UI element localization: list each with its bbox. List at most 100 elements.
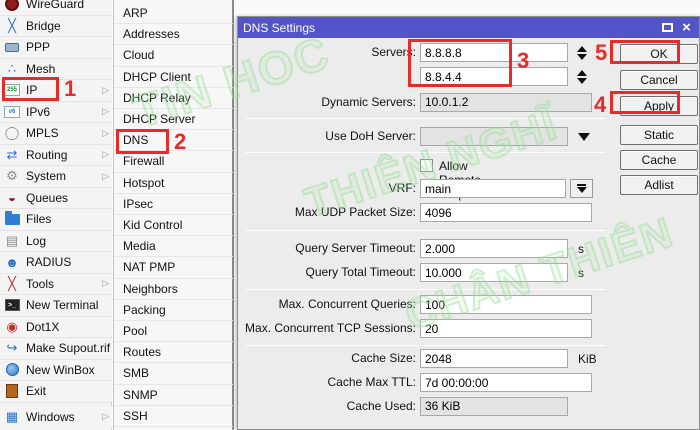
dynamic-servers-label: Dynamic Servers: (321, 95, 416, 109)
submenu-item-label: Neighbors (123, 281, 178, 296)
chevron-right-icon: ▷ (102, 411, 109, 422)
max-concurrent-tcp-sessions-input[interactable] (420, 319, 592, 338)
chevron-right-icon: ▷ (102, 170, 109, 181)
adlist-button[interactable]: Adlist (620, 175, 698, 195)
sidebar-item-ppp[interactable]: PPP (0, 37, 112, 59)
sidebar-item-radius[interactable]: ☻ RADIUS (0, 252, 112, 274)
submenu-item-dhcp-client[interactable]: DHCP Client (114, 67, 233, 88)
submenu-item-neighbors[interactable]: Neighbors (114, 279, 233, 300)
max-concurrent-queries-input[interactable] (420, 295, 592, 314)
submenu-item-cloud[interactable]: Cloud (114, 45, 233, 67)
sidebar-item-label: Windows (26, 409, 75, 424)
sidebar-item-ip[interactable]: 255 IP ▷ (0, 80, 112, 102)
ok-button[interactable]: OK (620, 44, 698, 64)
log-icon: ▤ (5, 232, 19, 248)
submenu-item-label: Firewall (123, 154, 165, 169)
submenu-item-arp[interactable]: ARP (114, 3, 233, 25)
servers-input-2[interactable] (420, 67, 568, 86)
apply-button[interactable]: Apply (620, 96, 698, 116)
cache-max-ttl-input[interactable] (420, 373, 592, 392)
chevron-right-icon: ▷ (102, 106, 109, 117)
query-total-timeout-input[interactable] (420, 263, 568, 282)
sidebar-item-label: New WinBox (26, 362, 95, 377)
submenu-item-dns[interactable]: DNS (114, 130, 233, 152)
cache-button[interactable]: Cache (620, 150, 698, 170)
submenu-item-label: DHCP Relay (123, 90, 191, 105)
sidebar-item-files[interactable]: Files (0, 209, 112, 231)
sidebar-item-label: WireGuard (26, 0, 85, 12)
sidebar-item-label: Bridge (26, 18, 61, 33)
sidebar-item-bridge[interactable]: ╳ Bridge (0, 15, 112, 37)
cache-size-input[interactable] (420, 349, 568, 368)
sidebar-item-log[interactable]: ▤ Log (0, 230, 112, 252)
submenu-item-smb[interactable]: SMB (114, 363, 233, 385)
sidebar-item-system[interactable]: ⚙ System ▷ (0, 166, 112, 188)
sidebar-item-queues[interactable]: ◒ Queues (0, 187, 112, 209)
submenu-item-ipsec[interactable]: IPsec (114, 194, 233, 215)
submenu-item-media[interactable]: Media (114, 236, 233, 258)
close-button[interactable]: × (682, 19, 691, 36)
sidebar-item-label: Make Supout.rif (26, 341, 111, 356)
routing-icon: ⇄ (6, 146, 18, 162)
maximize-button[interactable] (660, 21, 675, 35)
submenu-item-label: DNS (123, 133, 149, 148)
submenu-item-addresses[interactable]: Addresses (114, 24, 233, 46)
sidebar-item-dot1x[interactable]: ◉ Dot1X (0, 316, 112, 338)
sidebar-item-exit[interactable]: Exit (0, 381, 112, 403)
sidebar-item-windows[interactable]: ▦ Windows ▷ (0, 406, 112, 428)
servers-spinner-2[interactable] (574, 68, 589, 86)
terminal-icon: >_ (4, 297, 20, 313)
submenu-item-routes[interactable]: Routes (114, 342, 233, 364)
submenu-item-hotspot[interactable]: Hotspot (114, 173, 233, 194)
submenu-item-pool[interactable]: Pool (114, 321, 233, 343)
submenu-item-firewall[interactable]: Firewall (114, 151, 233, 173)
dot1x-icon: ◉ (6, 318, 18, 334)
cancel-button[interactable]: Cancel (620, 70, 698, 90)
sidebar-item-wireguard[interactable]: WireGuard (0, 0, 112, 16)
ip-icon: 255 (4, 82, 20, 98)
sidebar-item-new-terminal[interactable]: >_ New Terminal (0, 295, 112, 317)
servers-label: Servers: (371, 45, 416, 59)
ipv6-icon: v6 (4, 104, 20, 120)
sidebar-item-tools[interactable]: ╳ Tools ▷ (0, 273, 112, 295)
submenu-item-ssh[interactable]: SSH (114, 406, 233, 427)
dropdown-arrow-icon[interactable] (578, 133, 590, 141)
sidebar-item-mesh[interactable]: ∴ Mesh (0, 58, 112, 80)
submenu-item-snmp[interactable]: SNMP (114, 385, 233, 406)
servers-input-1[interactable] (420, 43, 568, 62)
sidebar-item-make-supout[interactable]: ↪ Make Supout.rif (0, 338, 112, 360)
sidebar-item-routing[interactable]: ⇄ Routing ▷ (0, 144, 112, 166)
servers-spinner-1[interactable] (574, 44, 589, 62)
use-doh-server-label: Use DoH Server: (325, 129, 416, 143)
user-icon: ☻ (5, 254, 19, 270)
query-server-timeout-input[interactable] (420, 239, 568, 258)
submenu-item-dhcp-server[interactable]: DHCP Server (114, 109, 233, 131)
vrf-dropdown-button[interactable] (570, 179, 593, 198)
spinner-up-icon (576, 46, 587, 52)
submenu-item-label: ARP (123, 6, 148, 21)
submenu-item-dhcp-relay[interactable]: DHCP Relay (114, 88, 233, 109)
allow-remote-requests-checkbox[interactable] (420, 159, 433, 172)
use-doh-server-value[interactable] (420, 127, 568, 146)
sidebar-item-new-winbox[interactable]: New WinBox (0, 359, 112, 381)
folder-icon (4, 210, 20, 227)
chevron-right-icon: ▷ (102, 278, 109, 289)
sidebar-item-label: Tools (26, 276, 55, 291)
sidebar-item-label: Log (26, 233, 47, 248)
sidebar-item-label: PPP (26, 40, 51, 55)
dialog-titlebar[interactable]: DNS Settings × (238, 17, 699, 38)
submenu-item-packing[interactable]: Packing (114, 300, 233, 321)
vrf-input[interactable] (420, 179, 566, 198)
bridge-icon: ╳ (8, 17, 16, 33)
submenu-item-label: SNMP (123, 387, 158, 402)
static-button[interactable]: Static (620, 125, 698, 145)
separator (246, 152, 606, 153)
max-udp-packet-size-input[interactable] (420, 203, 592, 222)
submenu-item-kid-control[interactable]: Kid Control (114, 215, 233, 237)
submenu-item-label: DHCP Server (123, 112, 196, 127)
sidebar-item-ipv6[interactable]: v6 IPv6 ▷ (0, 101, 112, 123)
sidebar-item-label: Dot1X (26, 319, 60, 334)
submenu-item-nat-pmp[interactable]: NAT PMP (114, 257, 233, 279)
sidebar-item-mpls[interactable]: ◯ MPLS ▷ (0, 123, 112, 145)
